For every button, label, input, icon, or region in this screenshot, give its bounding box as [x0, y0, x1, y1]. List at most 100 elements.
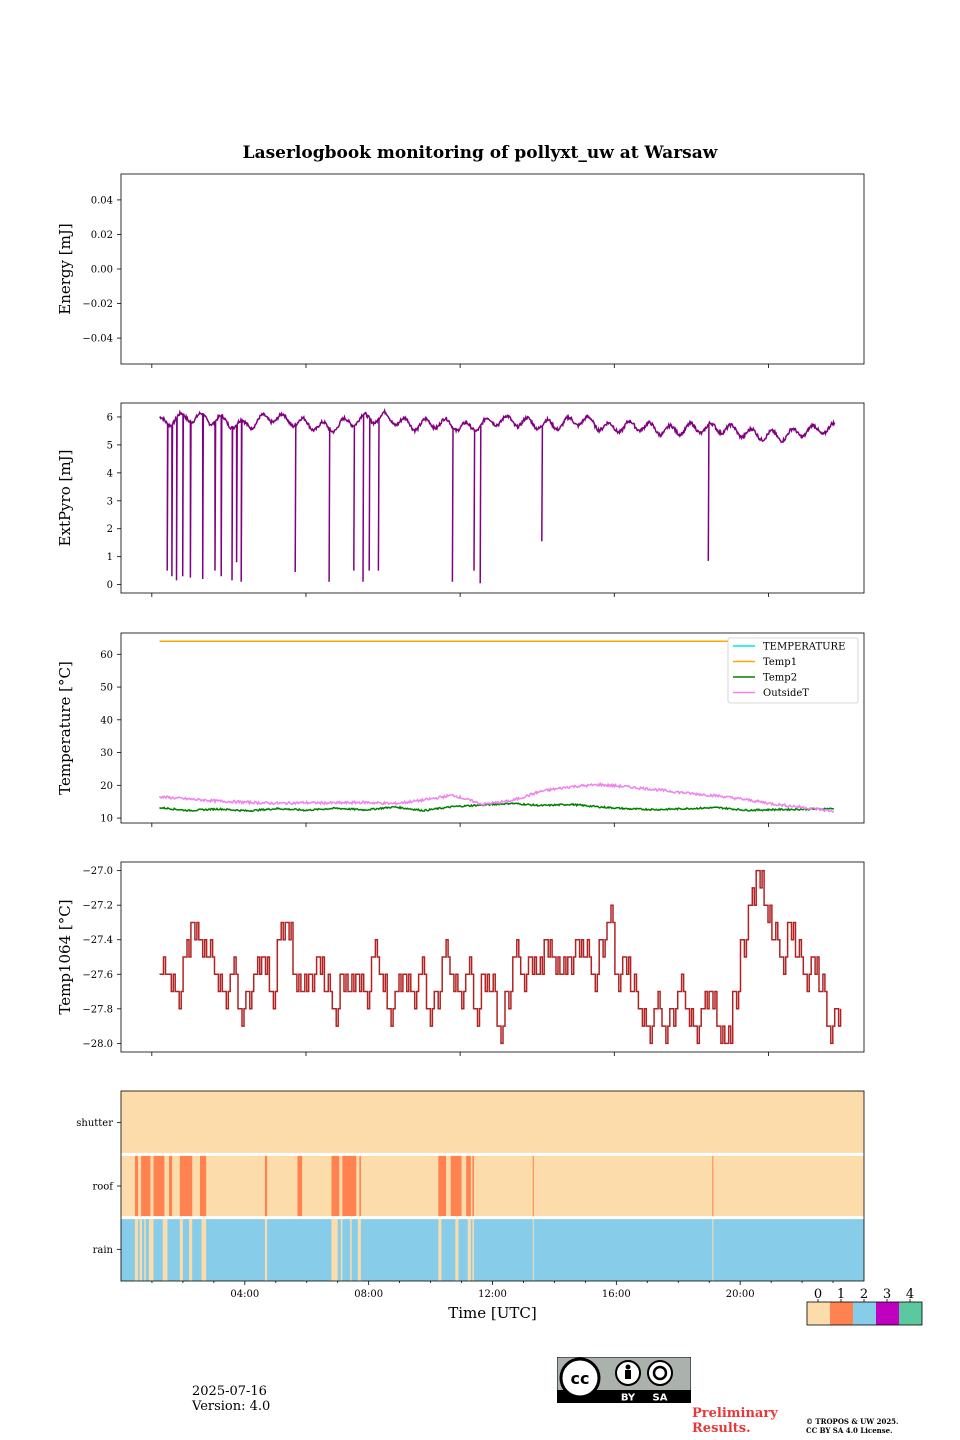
status-segment-rain	[357, 1217, 361, 1281]
colorbar-cell	[830, 1302, 853, 1325]
status-segment-roof	[712, 1154, 714, 1218]
preliminary-line-2: Results.	[692, 1421, 751, 1436]
status-segment-rain	[438, 1217, 442, 1281]
temperature-ytick-label: 10	[100, 814, 113, 825]
status-segment-roof	[450, 1154, 462, 1218]
extpyro-series-line	[159, 407, 836, 584]
status-segment-roof	[438, 1154, 447, 1218]
energy-ytick-label: 0.00	[91, 265, 113, 276]
status-row-label-roof: roof	[92, 1182, 114, 1193]
chart-title: Laserlogbook monitoring of pollyxt_uw at…	[243, 143, 718, 163]
temperature-series-outsidet	[158, 781, 835, 813]
footer-version: Version: 4.0	[192, 1399, 271, 1414]
status-segment-roof	[342, 1154, 357, 1218]
status-segment-rain	[179, 1217, 183, 1281]
status-segment-roof	[179, 1154, 193, 1218]
energy-ytick-label: −0.02	[82, 299, 113, 310]
status-segment-rain	[455, 1217, 459, 1281]
colorbar-frame	[806, 1301, 923, 1326]
cc-icon-label: cc	[571, 1369, 590, 1388]
colorbar-cell	[853, 1302, 876, 1325]
temp1064-axes-frame	[120, 861, 865, 1053]
status-segment-roof	[297, 1154, 303, 1218]
legend-label-outsidet: OutsideT	[763, 688, 809, 699]
colorbar-cell	[876, 1302, 899, 1325]
temperature-legend-box	[727, 637, 859, 704]
temperature-legend: TEMPERATURE Temp1 Temp2 OutsideT	[727, 637, 859, 704]
preliminary-line-1: Preliminary	[692, 1406, 778, 1421]
status-segment-roof	[264, 1154, 268, 1218]
extpyro-ytick-label: 4	[107, 468, 113, 479]
status-segment-rain	[467, 1217, 471, 1281]
temperature-ytick-label: 30	[100, 748, 113, 759]
status-segment-rain	[201, 1217, 207, 1281]
status-xtick-label: 08:00	[354, 1289, 383, 1300]
status-segment-rain	[189, 1217, 193, 1281]
footer-date: 2025-07-16	[192, 1384, 267, 1399]
status-segment-rain	[134, 1217, 139, 1281]
legend-label-temp2: Temp2	[763, 673, 797, 684]
status-segment-roof	[331, 1154, 340, 1218]
extpyro-ytick-label: 0	[107, 580, 113, 591]
extpyro-panel: 0 1 2 3 4 5 6 ExtPyro [mJ]	[56, 402, 865, 597]
status-xtick-label: 20:00	[726, 1289, 755, 1300]
colorbar-tick-label: 2	[860, 1287, 868, 1302]
preliminary-note: Preliminary Results.	[692, 1406, 778, 1436]
by-label: BY	[621, 1393, 636, 1404]
status-segment-rain	[331, 1217, 338, 1281]
temp1064-ytick-label: −27.0	[82, 866, 113, 877]
temperature-axes-frame	[120, 632, 865, 824]
sa-icon	[647, 1360, 673, 1386]
status-segment-rain	[162, 1217, 168, 1281]
status-xtick-label: 04:00	[230, 1289, 259, 1300]
status-segment-rain	[340, 1217, 343, 1281]
temperature-series-temp2	[159, 801, 835, 813]
status-xtick-label: 16:00	[602, 1289, 631, 1300]
temperature-ytick-label: 40	[100, 715, 113, 726]
status-segment-rain	[139, 1217, 143, 1281]
status-segment-roof	[359, 1154, 361, 1218]
colorbar-tick-label: 4	[906, 1287, 914, 1302]
status-segment-rain	[144, 1217, 146, 1281]
status-segment-roof	[168, 1154, 173, 1218]
temperature-ytick-label: 50	[100, 683, 113, 694]
temp1064-ylabel: Temp1064 [°C]	[56, 899, 74, 1014]
energy-ytick-label: −0.04	[82, 334, 113, 345]
extpyro-ytick-label: 5	[107, 440, 113, 451]
cc-icon	[559, 1357, 601, 1399]
colorbar-tick-label: 0	[814, 1287, 822, 1302]
by-icon-body	[625, 1370, 631, 1379]
status-segment-roof	[472, 1154, 474, 1218]
temperature-ytick-label: 60	[100, 650, 113, 661]
status-row-label-shutter: shutter	[76, 1118, 113, 1129]
status-segment-rain	[532, 1217, 534, 1281]
temperature-ytick-label: 20	[100, 781, 113, 792]
status-segment-rain	[148, 1217, 154, 1281]
energy-panel: −0.04 −0.02 0.00 0.02 0.04 Energy [mJ]	[56, 173, 865, 368]
copyright-line-1: © TROPOS & UW 2025.	[806, 1417, 899, 1426]
energy-ytick-label: 0.04	[91, 195, 113, 206]
temp1064-panel: −28.0 −27.8 −27.6 −27.4 −27.2 −27.0 Temp1064 […	[56, 861, 865, 1056]
status-xtick-label: 12:00	[478, 1289, 507, 1300]
colorbar-cell	[807, 1302, 830, 1325]
temp1064-ytick-label: −27.6	[82, 970, 113, 981]
footer-date-block: 2025-07-16 Version: 4.0	[192, 1384, 270, 1414]
extpyro-ylabel: ExtPyro [mJ]	[56, 450, 74, 547]
status-segment-rain	[712, 1217, 714, 1281]
sa-icon-arrow	[652, 1365, 668, 1381]
status-segment-roof	[199, 1154, 207, 1218]
temp1064-ytick-label: −27.8	[82, 1004, 113, 1015]
temp1064-ytick-label: −27.2	[82, 901, 113, 912]
status-segment-roof	[532, 1154, 534, 1218]
copyright-note: © TROPOS & UW 2025. CC BY SA 4.0 License…	[806, 1417, 899, 1435]
energy-ytick-label: 0.02	[91, 230, 113, 241]
legend-label-temp1: Temp1	[763, 657, 797, 668]
extpyro-ytick-label: 3	[107, 496, 113, 507]
sa-label: SA	[653, 1393, 668, 1404]
temp1064-ytick-label: −27.4	[82, 935, 113, 946]
status-panel: shutter roof rain 04:00 08:00 12:00 16:00 20:00…	[76, 1090, 865, 1322]
temp1064-ytick-label: −28.0	[82, 1039, 113, 1050]
status-row-shutter	[121, 1091, 864, 1155]
extpyro-ytick-label: 6	[107, 412, 113, 423]
